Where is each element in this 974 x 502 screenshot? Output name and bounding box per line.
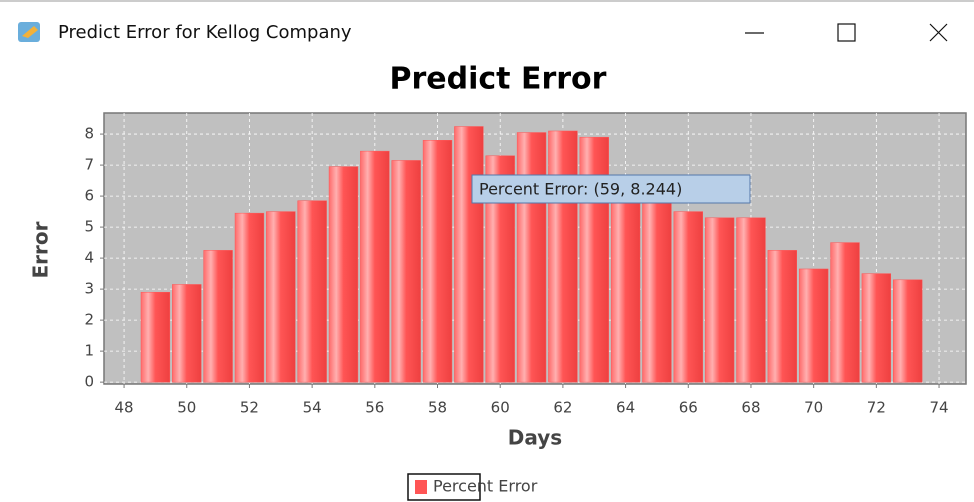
bar bbox=[830, 242, 860, 383]
x-tick-label: 64 bbox=[616, 399, 635, 417]
chart-title: Predict Error bbox=[390, 62, 607, 97]
bar bbox=[234, 212, 265, 383]
bar bbox=[767, 250, 797, 383]
legend-label: Percent Error bbox=[433, 477, 538, 496]
bar bbox=[140, 291, 171, 383]
tooltip-box bbox=[471, 174, 751, 204]
bar bbox=[422, 140, 453, 383]
bar bbox=[704, 217, 735, 383]
bar bbox=[610, 195, 641, 383]
bar bbox=[172, 284, 202, 383]
bar bbox=[548, 130, 578, 383]
bar bbox=[673, 211, 703, 383]
x-tick-label: 74 bbox=[929, 399, 948, 417]
maximize-button[interactable] bbox=[837, 23, 856, 42]
x-tick-label: 50 bbox=[177, 399, 196, 417]
x-tick-label: 58 bbox=[428, 399, 447, 417]
bar bbox=[516, 132, 547, 383]
x-tick-label: 60 bbox=[491, 399, 510, 417]
x-tick-label: 48 bbox=[115, 399, 134, 417]
y-tick-label: 4 bbox=[84, 249, 94, 267]
bar bbox=[861, 273, 892, 383]
y-tick-label: 6 bbox=[84, 187, 94, 205]
x-axis-label: Days bbox=[508, 426, 562, 450]
x-tick-label: 54 bbox=[303, 399, 322, 417]
y-tick-label: 0 bbox=[84, 373, 94, 391]
bar bbox=[297, 200, 327, 383]
x-tick-label: 68 bbox=[741, 399, 760, 417]
y-tick-label: 3 bbox=[84, 280, 94, 298]
bar bbox=[391, 160, 421, 383]
legend-swatch bbox=[415, 480, 427, 494]
bar bbox=[266, 211, 296, 383]
app-icon bbox=[18, 22, 40, 42]
tooltip-text: Percent Error: (59, 8.244) bbox=[479, 180, 682, 199]
x-tick-label: 56 bbox=[365, 399, 384, 417]
y-axis-label: Error bbox=[29, 221, 53, 278]
bar bbox=[454, 126, 484, 383]
x-tick-label: 72 bbox=[867, 399, 886, 417]
x-tick-label: 52 bbox=[240, 399, 259, 417]
y-tick-label: 1 bbox=[84, 342, 94, 360]
bar bbox=[579, 136, 609, 383]
legend bbox=[407, 473, 481, 501]
bar bbox=[360, 150, 390, 383]
bar bbox=[203, 250, 233, 383]
close-button[interactable] bbox=[929, 23, 948, 42]
bar bbox=[642, 198, 672, 383]
bar bbox=[736, 217, 766, 383]
y-tick-label: 2 bbox=[84, 311, 94, 329]
x-tick-label: 70 bbox=[804, 399, 823, 417]
x-tick-label: 62 bbox=[553, 399, 572, 417]
y-tick-label: 5 bbox=[84, 218, 94, 236]
bar bbox=[328, 166, 359, 383]
x-tick-label: 66 bbox=[679, 399, 698, 417]
window-title: Predict Error for Kellog Company bbox=[58, 22, 352, 43]
bar bbox=[893, 279, 923, 383]
y-tick-label: 7 bbox=[84, 156, 94, 174]
bar bbox=[798, 268, 829, 383]
y-tick-label: 8 bbox=[84, 125, 94, 143]
